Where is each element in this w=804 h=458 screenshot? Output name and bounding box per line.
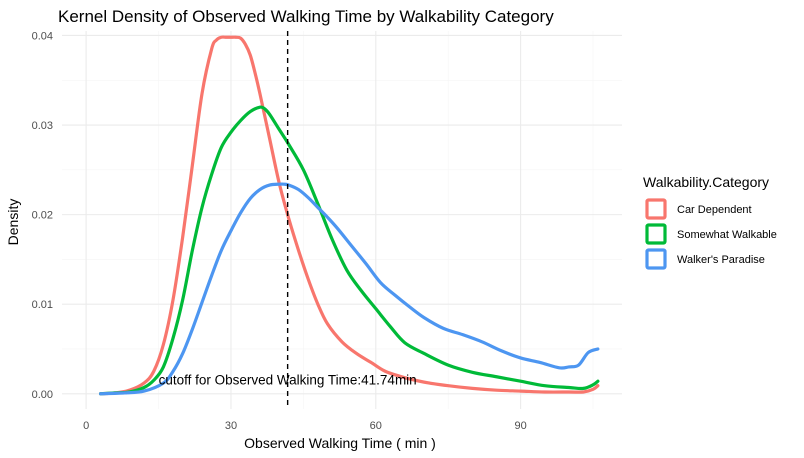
x-tick-label: 90 xyxy=(514,420,526,432)
y-axis-title: Density xyxy=(5,199,21,246)
y-axis-ticks: 0.00 0.01 0.02 0.03 0.04 xyxy=(32,30,53,400)
legend-label: Somewhat Walkable xyxy=(677,229,777,241)
x-axis-title: Observed Walking Time ( min ) xyxy=(244,435,436,451)
x-axis-ticks: 0 30 60 90 xyxy=(83,420,527,432)
legend-key-car-dependent xyxy=(645,198,667,220)
series-line-somewhat-walkable xyxy=(99,105,600,396)
x-tick-label: 60 xyxy=(370,420,382,432)
series-line-car-dependent xyxy=(99,35,600,396)
legend-key-somewhat-walkable xyxy=(645,223,667,245)
cutoff-label: cutoff for Observed Walking Time:41.74mi… xyxy=(159,372,417,387)
legend: Walkability.Category Car Dependent Somewh… xyxy=(643,174,777,270)
x-tick-label: 0 xyxy=(83,420,89,432)
legend-key-walker-s-paradise xyxy=(645,248,667,270)
y-tick-label: 0.04 xyxy=(32,30,53,42)
series-line-walker-s-paradise xyxy=(99,182,600,396)
density-lines xyxy=(99,35,600,396)
x-tick-label: 30 xyxy=(225,420,237,432)
legend-items: Car Dependent Somewhat Walkable Walker's P… xyxy=(645,198,777,270)
legend-label: Car Dependent xyxy=(677,204,752,216)
y-tick-label: 0.01 xyxy=(32,299,53,311)
chart-title: Kernel Density of Observed Walking Time … xyxy=(58,7,554,26)
y-tick-label: 0.03 xyxy=(32,120,53,132)
legend-label: Walker's Paradise xyxy=(677,254,765,266)
legend-title: Walkability.Category xyxy=(643,174,769,190)
y-tick-label: 0.02 xyxy=(32,210,53,222)
y-tick-label: 0.00 xyxy=(32,389,53,401)
cutoff-line-group: cutoff for Observed Walking Time:41.74mi… xyxy=(159,31,417,409)
gridlines xyxy=(62,31,622,409)
